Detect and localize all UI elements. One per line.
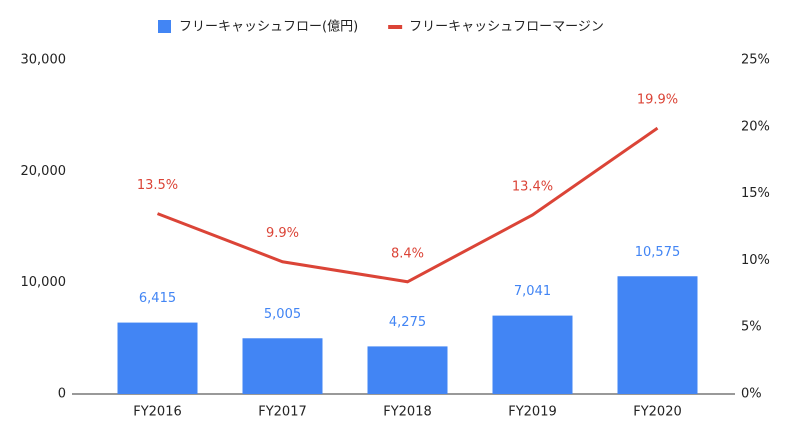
bar	[617, 276, 698, 394]
x-tick-label: FY2020	[633, 405, 682, 420]
y-tick-label: 30,000	[21, 53, 67, 68]
value-label: 5,005	[264, 307, 301, 322]
x-tick-label: FY2016	[133, 405, 182, 420]
value-label: 10,575	[635, 245, 681, 260]
value-label: 6,415	[139, 291, 176, 306]
y2-tick-label: 10%	[741, 253, 770, 268]
y2-tick-label: 15%	[741, 186, 770, 201]
value-label: 7,041	[514, 284, 551, 299]
value-label: 19.9%	[637, 93, 678, 108]
y2-tick-label: 0%	[741, 387, 762, 402]
bar	[492, 315, 573, 394]
value-label: 4,275	[389, 315, 426, 330]
bar	[117, 322, 198, 394]
legend-swatch	[158, 20, 171, 33]
value-label: 9.9%	[266, 226, 299, 241]
line	[156, 126, 659, 284]
y-tick-label: 20,000	[21, 164, 67, 179]
x-tick-label: FY2017	[258, 405, 307, 420]
legend-label: フリーキャッシュフロー(億円)	[179, 19, 358, 35]
y2-tick-label: 25%	[741, 53, 770, 68]
y2-tick-label: 5%	[741, 320, 762, 335]
x-tick-label: FY2018	[383, 405, 432, 420]
x-tick-label: FY2019	[508, 405, 557, 420]
bar	[367, 346, 448, 394]
value-label: 13.4%	[512, 179, 553, 194]
value-label: 8.4%	[391, 246, 424, 261]
legend-swatch	[388, 25, 403, 29]
y2-tick-label: 20%	[741, 119, 770, 134]
bar	[242, 338, 323, 394]
value-label: 13.5%	[137, 178, 178, 193]
y-tick-label: 10,000	[21, 275, 67, 290]
y-tick-label: 0	[58, 387, 66, 402]
legend-label: フリーキャッシュフローマージン	[409, 20, 604, 35]
